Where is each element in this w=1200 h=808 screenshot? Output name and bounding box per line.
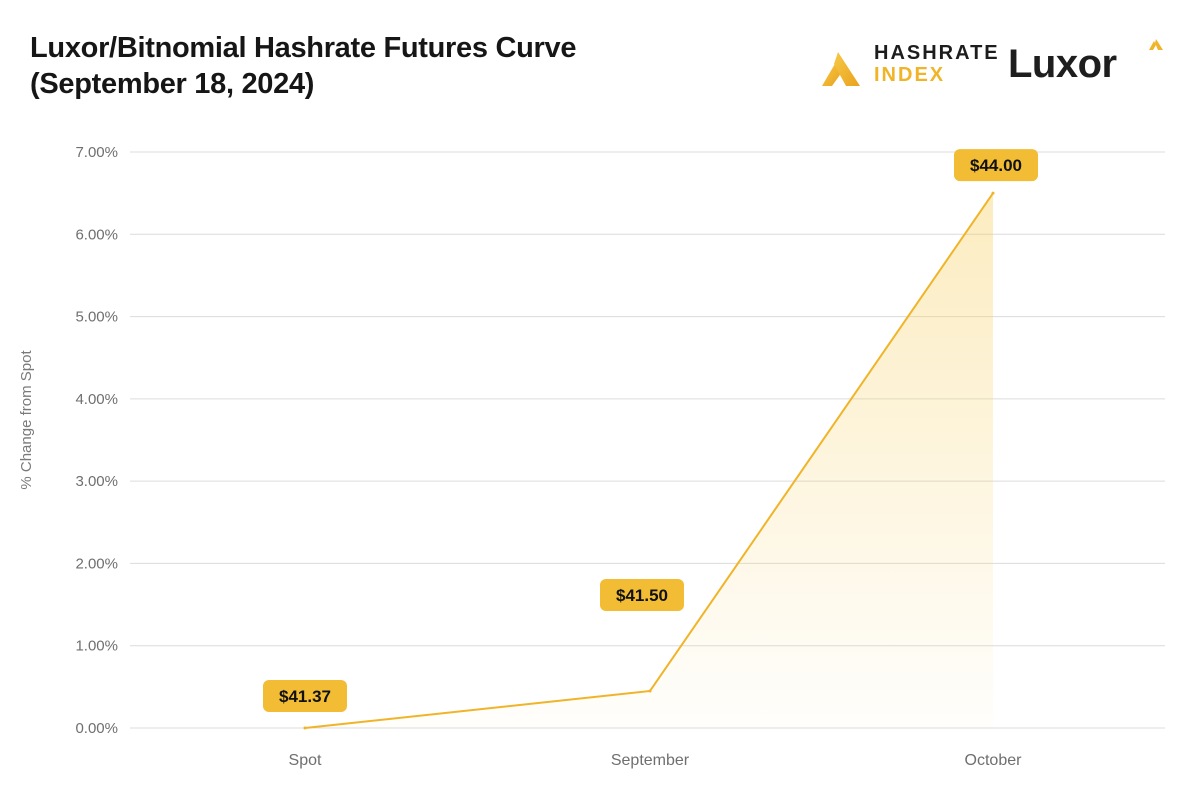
data-label-text: $41.50 xyxy=(616,586,668,605)
data-point xyxy=(648,689,652,693)
y-tick-label: 7.00% xyxy=(75,144,118,161)
y-tick-label: 4.00% xyxy=(75,391,118,408)
data-label-text: $41.37 xyxy=(279,687,331,706)
hashrate-index-logo-icon xyxy=(822,52,860,86)
y-tick-label: 3.00% xyxy=(75,473,118,490)
title-line-2: (September 18, 2024) xyxy=(30,68,315,100)
y-tick-label: 2.00% xyxy=(75,555,118,572)
luxor-logo-text: Luxor xyxy=(1008,42,1117,86)
data-label: $41.50 xyxy=(600,578,684,611)
data-label-bg xyxy=(600,578,684,611)
y-tick-label: 5.00% xyxy=(75,309,118,326)
data-label: $41.37 xyxy=(263,680,347,712)
data-label-bg xyxy=(954,149,1038,182)
data-label: $44.00 xyxy=(954,149,1038,182)
luxor-logo-icon xyxy=(1149,39,1163,50)
data-point xyxy=(991,191,995,195)
y-tick-label: 6.00% xyxy=(75,226,118,243)
title-line-1: Luxor/Bitnomial Hashrate Futures Curve xyxy=(30,32,577,64)
data-label-text: $44.00 xyxy=(970,156,1022,175)
x-tick-label: October xyxy=(965,752,1023,769)
data-point xyxy=(303,726,307,730)
hashrate-logo-text: HASHRATE xyxy=(874,42,1000,64)
hashrate-index-logo: HASHRATE INDEX xyxy=(818,42,1008,94)
index-logo-text: INDEX xyxy=(874,64,946,86)
series-area-fill xyxy=(305,193,993,729)
chart-title: Luxor/Bitnomial Hashrate Futures Curve (… xyxy=(30,30,576,102)
y-tick-label: 1.00% xyxy=(75,638,118,655)
x-tick-label: September xyxy=(611,752,690,769)
data-label-bg xyxy=(263,680,347,712)
y-tick-label: 0.00% xyxy=(75,720,118,737)
luxor-logo: Luxor xyxy=(1008,38,1168,94)
x-tick-label: Spot xyxy=(289,752,322,769)
